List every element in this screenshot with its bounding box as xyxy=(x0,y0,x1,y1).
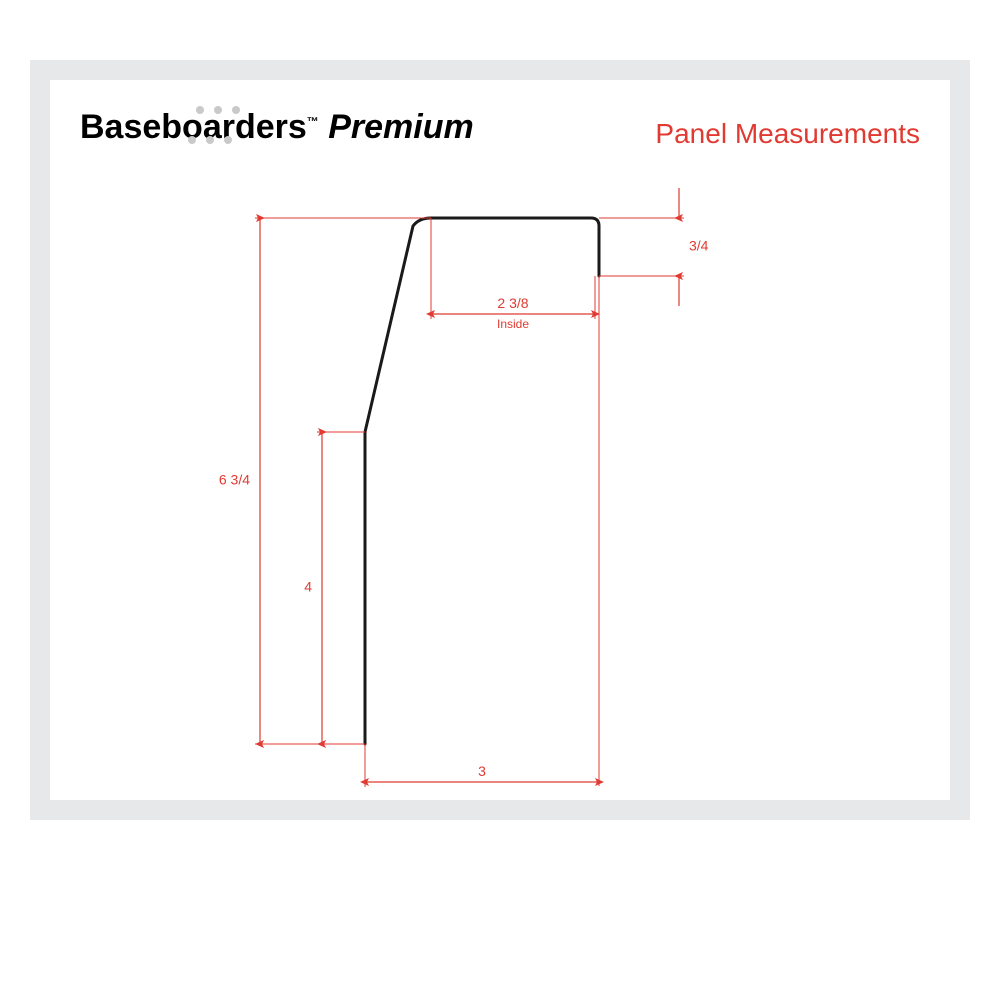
dim-bottom-width: 3 xyxy=(478,763,486,779)
brand-premium: Premium xyxy=(328,108,474,146)
brand-tm: ™ xyxy=(307,115,319,129)
dim-inside-note: Inside xyxy=(497,317,529,331)
dim-total-height: 6 3/4 xyxy=(219,472,250,488)
profile-outline xyxy=(365,218,599,744)
page-title: Panel Measurements xyxy=(655,118,920,150)
panel-card: Baseboarders™ Premium Panel Measurements… xyxy=(50,80,950,800)
brand-logo: Baseboarders™ Premium xyxy=(80,108,474,147)
dim-lower-height: 4 xyxy=(304,579,312,595)
dim-lip-height: 3/4 xyxy=(689,238,709,254)
technical-diagram: 6 3/442 3/8Inside3/43 xyxy=(270,188,890,808)
frame-outer: Baseboarders™ Premium Panel Measurements… xyxy=(30,60,970,820)
dim-inside-width: 2 3/8 xyxy=(497,295,528,311)
brand-base: Baseboarders™ xyxy=(80,108,328,146)
